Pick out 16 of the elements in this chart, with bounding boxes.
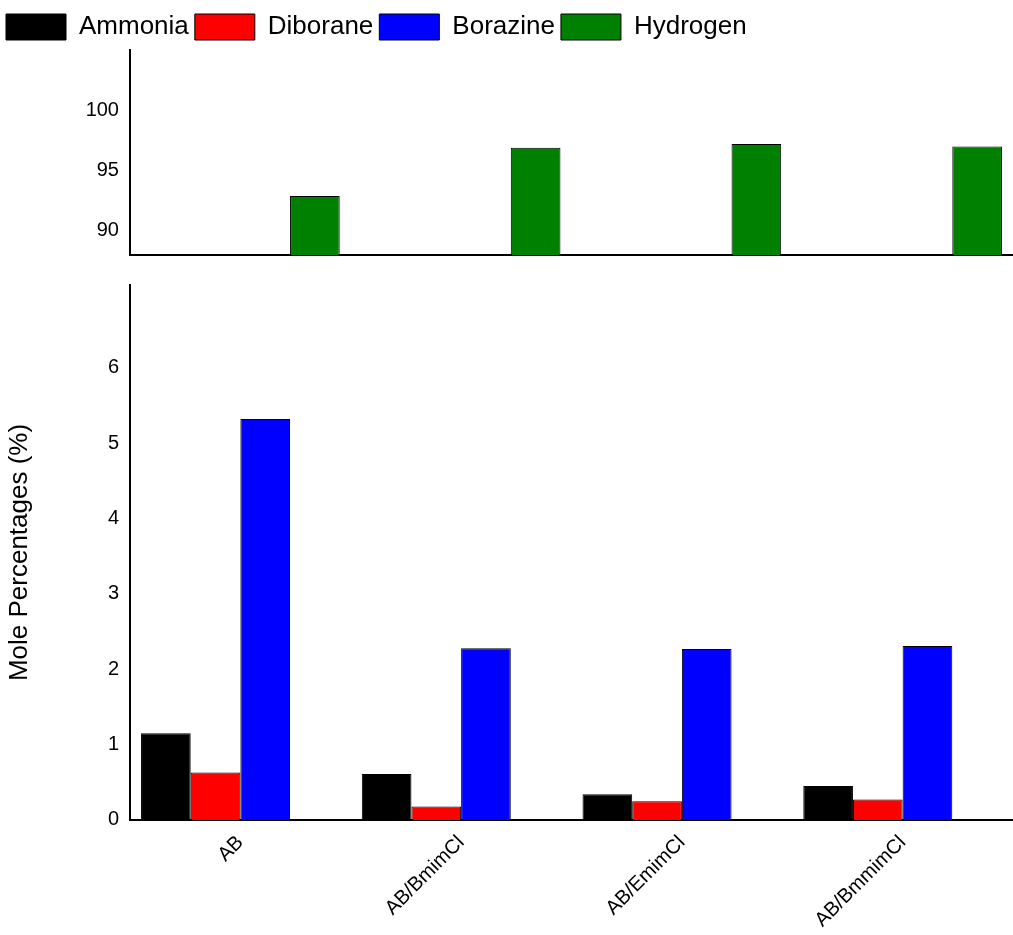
y-axis-title: Mole Percentages (%) [2,423,33,682]
y-tick-label: 90 [96,218,119,241]
legend-label: Borazine [452,10,555,41]
y-tick-label: 95 [96,158,119,181]
y-tick-label: 100 [85,97,119,120]
legend-label: Hydrogen [633,10,747,41]
y-tick-label: 5 [107,430,119,453]
legend-label: Ammonia [79,10,190,41]
y-tick-label: 2 [107,656,119,679]
y-tick-label: 1 [107,732,119,755]
y-tick-label: 0 [107,807,119,830]
legend-label: Diborane [267,10,374,41]
y-tick-label: 6 [107,355,119,378]
y-tick-label: 4 [107,506,119,529]
x-tick-label: AB [212,830,248,866]
y-tick-label: 3 [107,581,119,604]
